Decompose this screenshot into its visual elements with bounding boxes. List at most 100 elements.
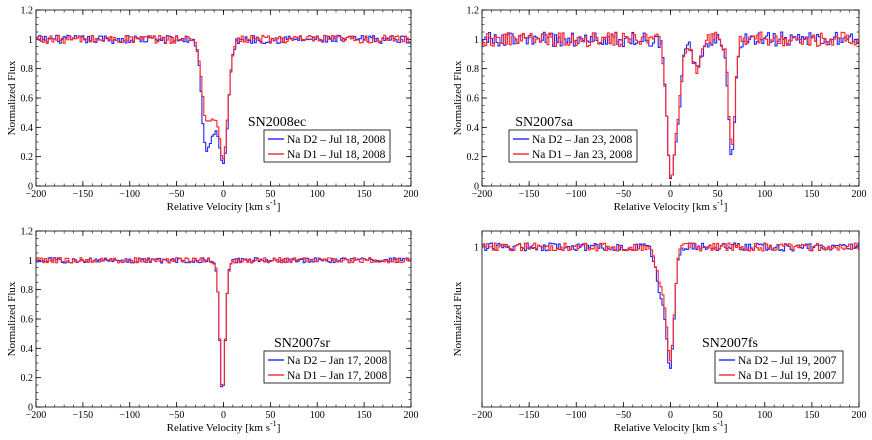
x-axis-label-text: Relative Velocity [km s — [614, 201, 717, 213]
legend: Na D2 – Jan 17, 2008 Na D1 – Jan 17, 2008 — [263, 350, 391, 384]
x-tick-label: −100 — [566, 410, 587, 421]
y-axis-label: Normalized Flux — [6, 60, 18, 135]
series-line-na-d1 — [482, 242, 859, 362]
legend-box — [263, 129, 391, 163]
y-tick-label: 1 — [28, 256, 33, 267]
x-tick-label: −150 — [519, 410, 540, 421]
y-tick-label: 1.2 — [21, 227, 34, 238]
x-tick-label: −50 — [169, 410, 185, 421]
legend-box — [714, 350, 844, 384]
x-tick-label: 0 — [668, 189, 673, 200]
x-tick-label: 200 — [404, 189, 419, 200]
legend-label: Na D2 – Jul 18, 2008 — [287, 134, 386, 146]
x-tick-label: 150 — [804, 189, 819, 200]
panel-title: SN2007fs — [702, 336, 758, 351]
x-tick-label: 200 — [404, 410, 419, 421]
y-tick-label: 0 — [28, 182, 33, 193]
x-axis-label-close: ] — [277, 422, 281, 434]
x-axis-label: Relative Velocity [km s-1] — [167, 198, 281, 213]
x-tick-label: 50 — [265, 410, 275, 421]
x-tick-label: −200 — [472, 189, 493, 200]
x-axis-label-sup: -1 — [270, 198, 277, 207]
x-tick-label: −200 — [26, 189, 47, 200]
x-axis-label-text: Relative Velocity [km s — [167, 201, 270, 213]
x-tick-label: 50 — [265, 189, 275, 200]
y-tick-label: 1 — [474, 243, 479, 254]
x-tick-label: 100 — [757, 410, 772, 421]
panel-title: SN2007sa — [515, 115, 573, 130]
series-line-na-d1 — [36, 34, 411, 160]
y-axis-label: Normalized Flux — [452, 281, 464, 356]
legend: Na D2 – Jan 23, 2008 Na D1 – Jan 23, 2008 — [508, 129, 638, 163]
x-axis-label-close: ] — [277, 201, 281, 213]
y-tick-label: 0 — [28, 403, 33, 414]
x-tick-label: 50 — [713, 189, 723, 200]
series-line-na-d1 — [36, 257, 411, 386]
y-axis-label: Normalized Flux — [6, 281, 18, 356]
y-tick-label: 0.4 — [21, 344, 34, 355]
y-tick-label: 0.6 — [21, 315, 34, 326]
y-tick-label: 0.2 — [21, 373, 34, 384]
y-tick-label: 1.2 — [21, 6, 34, 17]
x-axis-label-sup: -1 — [270, 419, 277, 428]
x-tick-label: −150 — [73, 410, 94, 421]
y-tick-label: 0.4 — [467, 123, 480, 134]
chart-panel-1: −200 −150 −100 −50 0 50 100 150 200 0 0.2 0.4 0.6 0.8… — [6, 6, 419, 214]
x-tick-label: 150 — [357, 410, 372, 421]
series-line-na-d2 — [482, 242, 859, 369]
x-tick-label: −200 — [472, 410, 493, 421]
x-axis-label: Relative Velocity [km s-1] — [167, 419, 281, 434]
y-tick-label: 0.4 — [21, 123, 34, 134]
y-tick-label: 0.6 — [21, 94, 34, 105]
x-tick-label: −150 — [73, 189, 94, 200]
y-tick-label: 1 — [28, 35, 33, 46]
y-tick-label: 0.8 — [467, 64, 480, 75]
legend-box — [263, 350, 391, 384]
x-tick-label: −100 — [119, 189, 140, 200]
x-axis-label-text: Relative Velocity [km s — [167, 422, 270, 434]
x-tick-label: 150 — [357, 189, 372, 200]
chart-panel-4: −200 −150 −100 −50 0 50 100 150 200 1 Relative Vel… — [452, 230, 867, 434]
x-axis-label-close: ] — [724, 422, 728, 434]
x-tick-label: −150 — [519, 189, 540, 200]
x-tick-label: −100 — [119, 410, 140, 421]
legend: Na D2 – Jul 19, 2007 Na D1 – Jul 19, 2007 — [714, 350, 844, 384]
panel-title: SN2007sr — [274, 336, 330, 351]
x-tick-label: 150 — [804, 410, 819, 421]
x-tick-label: 50 — [713, 410, 723, 421]
x-axis-label-close: ] — [724, 201, 728, 213]
x-tick-label: 100 — [757, 189, 772, 200]
x-tick-label: 200 — [852, 410, 867, 421]
x-tick-label: 100 — [310, 410, 325, 421]
legend-label: Na D2 – Jul 19, 2007 — [738, 355, 837, 367]
y-tick-label: 0.8 — [21, 64, 34, 75]
x-axis-label-sup: -1 — [717, 198, 724, 207]
legend-label: Na D1 – Jul 18, 2008 — [287, 149, 386, 161]
x-tick-label: 0 — [221, 189, 226, 200]
chart-panel-2: −200 −150 −100 −50 0 50 100 150 200 0 0.2 0.4 0.6 0.8… — [452, 6, 867, 214]
x-tick-label: 200 — [852, 189, 867, 200]
legend: Na D2 – Jul 18, 2008 Na D1 – Jul 18, 2008 — [263, 129, 391, 163]
x-tick-label: −50 — [616, 410, 632, 421]
y-tick-label: 0.2 — [467, 152, 480, 163]
panel-title: SN2008ec — [248, 115, 306, 130]
y-tick-label: 0.2 — [21, 152, 34, 163]
y-tick-label: 1.2 — [467, 6, 480, 17]
x-tick-label: −100 — [566, 189, 587, 200]
x-axis-label: Relative Velocity [km s-1] — [614, 198, 728, 213]
legend-label: Na D1 – Jan 23, 2008 — [532, 149, 633, 161]
chart-panel-3: −200 −150 −100 −50 0 50 100 150 200 0 0.2 0.4 0.6 0.8… — [6, 227, 419, 435]
x-tick-label: 0 — [668, 410, 673, 421]
x-axis-label-text: Relative Velocity [km s — [614, 422, 717, 434]
legend-box — [508, 129, 638, 163]
y-tick-label: 0.8 — [21, 285, 34, 296]
x-tick-label: 0 — [221, 410, 226, 421]
x-tick-label: −50 — [616, 189, 632, 200]
x-tick-label: 100 — [310, 189, 325, 200]
legend-label: Na D1 – Jan 17, 2008 — [287, 370, 388, 382]
legend-label: Na D1 – Jul 19, 2007 — [738, 370, 837, 382]
y-axis-label: Normalized Flux — [452, 60, 464, 135]
y-tick-label: 1 — [474, 35, 479, 46]
legend-label: Na D2 – Jan 17, 2008 — [287, 355, 388, 367]
